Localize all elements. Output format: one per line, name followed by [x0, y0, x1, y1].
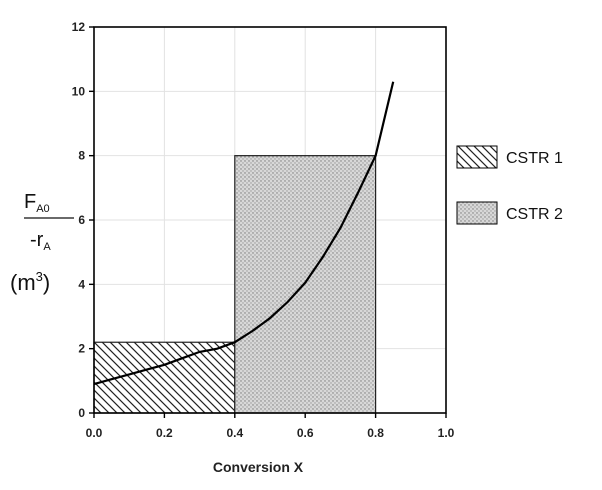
y-tick-label-6: 12 — [72, 20, 86, 34]
legend-label-cstr1: CSTR 1 — [506, 150, 563, 167]
cstr-rect-2 — [234, 155, 377, 414]
y-tick-label-2: 4 — [78, 277, 85, 291]
y-label-units-close: ) — [43, 270, 50, 295]
x-tick-label-4: 0.8 — [367, 426, 384, 440]
y-label-numerator: FA0 — [24, 191, 50, 215]
y-label-denominator-sub: A — [43, 241, 51, 253]
legend-swatch-cstr1 — [456, 145, 498, 169]
y-tick-label-1: 2 — [78, 342, 85, 356]
x-axis-label: Conversion X — [213, 459, 304, 475]
x-tick-label-1: 0.2 — [156, 426, 173, 440]
y-tick-label-4: 8 — [78, 149, 85, 163]
x-tick-label-3: 0.6 — [297, 426, 314, 440]
y-label-units-open: (m — [10, 270, 36, 295]
y-label-denominator: -rA — [30, 229, 51, 253]
y-label-units-sup: 3 — [36, 269, 43, 284]
y-label-units: (m3) — [10, 269, 50, 295]
y-tick-label-0: 0 — [78, 406, 85, 420]
y-label-numerator-main: F — [24, 191, 36, 213]
curve-line — [93, 81, 395, 386]
x-tick-label-0: 0.0 — [86, 426, 103, 440]
x-tick-label-2: 0.4 — [226, 426, 243, 440]
legend-label-cstr2: CSTR 2 — [506, 206, 563, 223]
legend: CSTR 1 CSTR 2 — [456, 145, 563, 225]
y-label-numerator-sub: A0 — [36, 203, 49, 215]
x-tick-label-5: 1.0 — [438, 426, 455, 440]
y-tick-label-3: 6 — [78, 213, 85, 227]
y-axis-ticks: 0 2 4 6 8 10 12 — [72, 20, 94, 420]
legend-swatch-cstr2 — [456, 201, 498, 225]
y-label-denominator-main: -r — [30, 229, 44, 251]
y-tick-label-5: 10 — [72, 84, 86, 98]
x-axis-ticks: 0.0 0.2 0.4 0.6 0.8 1.0 — [86, 413, 455, 440]
y-axis-label: FA0 -rA (m3) — [10, 191, 74, 295]
